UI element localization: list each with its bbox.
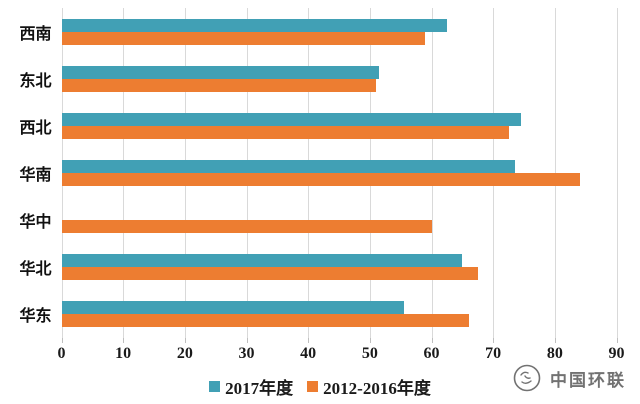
bar-series2017-7 xyxy=(61,301,404,315)
bar-series2012-2016-3 xyxy=(61,125,509,139)
bar-series2012-2016-7 xyxy=(61,314,469,328)
category-label-4: 华南 xyxy=(19,167,52,184)
bar-series2017-6 xyxy=(61,254,463,268)
bar-series2017-2 xyxy=(61,65,380,79)
x-tick-label-60: 60 xyxy=(423,345,440,362)
tickmark-x-70 xyxy=(493,338,495,343)
bar-series2017-1 xyxy=(61,18,447,32)
bar-series2012-2016-1 xyxy=(61,31,426,45)
x-tick-label-20: 20 xyxy=(176,345,193,362)
legend-swatch-2017 xyxy=(209,380,221,392)
chart-legend: 2017年度 2012-2016年度 xyxy=(0,374,640,398)
bar-series2017-3 xyxy=(61,112,521,126)
tickmark-x-40 xyxy=(308,338,310,343)
category-label-6: 华北 xyxy=(19,261,52,279)
tickmark-x-0 xyxy=(61,338,63,343)
circle-logo-icon xyxy=(512,363,542,393)
x-tick-label-80: 80 xyxy=(546,345,563,362)
category-label-3: 西北 xyxy=(19,119,52,137)
bar-series2012-2016-2 xyxy=(61,78,376,92)
legend-item-2012-2016: 2012-2016年度 xyxy=(307,374,431,399)
bar-series2012-2016-6 xyxy=(61,267,478,281)
legend-swatch-2012-2016 xyxy=(307,380,319,392)
x-tick-label-50: 50 xyxy=(361,345,378,362)
tickmark-x-10 xyxy=(123,338,125,343)
tickmark-x-30 xyxy=(246,338,248,343)
category-label-1: 西南 xyxy=(19,25,52,43)
tickmark-x-60 xyxy=(431,338,433,343)
category-label-2: 东北 xyxy=(19,72,52,90)
gridline-x-90 xyxy=(616,8,618,338)
watermark: 中国环联 xyxy=(512,360,626,396)
bar-series2017-4 xyxy=(61,160,515,173)
legend-item-2017: 2017年度 xyxy=(209,374,293,399)
x-tick-label-10: 10 xyxy=(115,345,132,362)
bar-series2012-2016-4 xyxy=(61,173,580,186)
x-tick-label-30: 30 xyxy=(238,345,255,362)
category-label-5: 华中 xyxy=(19,214,52,232)
tickmark-x-90 xyxy=(616,338,618,343)
x-tick-label-70: 70 xyxy=(485,345,502,362)
x-tick-label-0: 0 xyxy=(57,345,66,362)
legend-label-2012-2016: 2012-2016年度 xyxy=(323,378,431,398)
watermark-text: 中国环联 xyxy=(550,370,626,390)
tickmark-x-20 xyxy=(184,338,186,343)
legend-label-2017: 2017年度 xyxy=(225,378,294,398)
bar-series2012-2016-5 xyxy=(61,220,432,234)
tickmark-x-50 xyxy=(369,338,371,343)
x-tick-label-40: 40 xyxy=(300,345,317,362)
category-label-7: 华东 xyxy=(19,308,52,326)
x-tick-label-90: 90 xyxy=(608,345,625,362)
tickmark-x-80 xyxy=(554,338,556,343)
